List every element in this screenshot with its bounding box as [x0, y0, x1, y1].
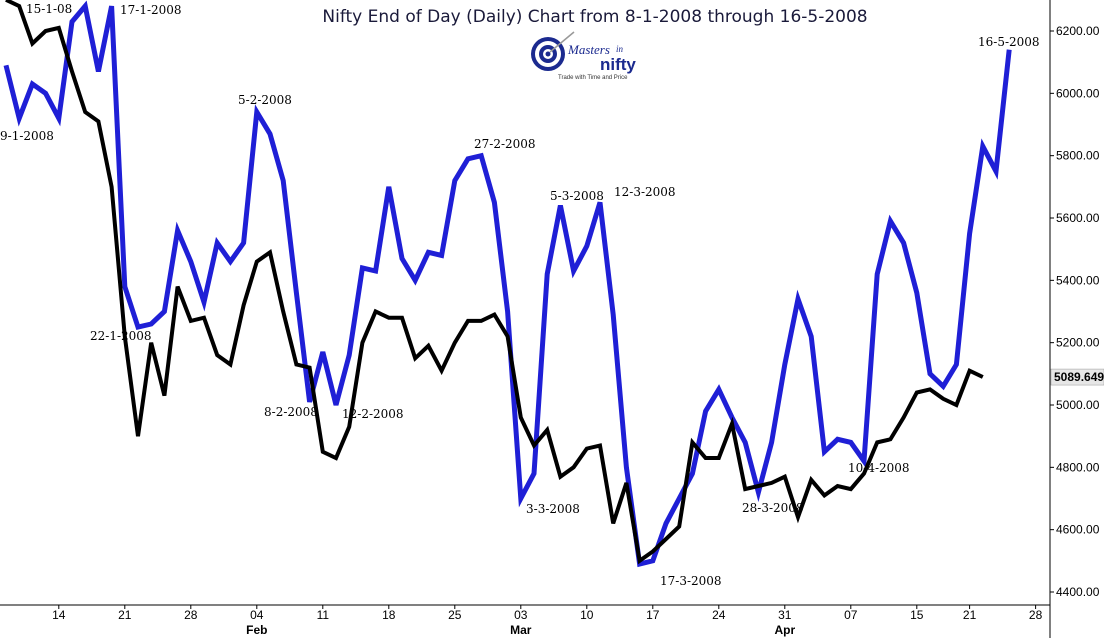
series-line-blue [3, 0, 1012, 568]
y-tick-label: 5200.00 [1056, 336, 1100, 350]
annotation-label: 10-4-2008 [848, 461, 910, 475]
x-tick-label: 28 [1029, 608, 1043, 622]
logo-target-bullseye [545, 51, 551, 57]
x-tick-label: 18 [382, 608, 396, 622]
last-value-box [1050, 368, 1104, 386]
x-tick-label: 21 [963, 608, 977, 622]
x-month-label: Apr [774, 623, 795, 637]
logo: Masters in nifty Trade with Time and Pri… [531, 31, 636, 81]
annotation-label: 27-2-2008 [474, 137, 536, 151]
annotation-label: 3-3-2008 [526, 502, 580, 516]
x-month-label: Mar [510, 623, 532, 637]
y-tick-label: 6200.00 [1056, 24, 1100, 38]
x-tick-label: 21 [118, 608, 132, 622]
x-tick-label: 03 [514, 608, 528, 622]
annotation-label: 12-3-2008 [614, 185, 676, 199]
x-tick-label: 04 [250, 608, 264, 622]
annotation-label: 15-1-08 [26, 2, 72, 16]
y-tick-label: 5800.00 [1056, 149, 1100, 163]
x-tick-label: 31 [778, 608, 792, 622]
last-value-label: 5089.6499 [1054, 370, 1104, 384]
series-lines [3, 0, 1012, 568]
x-tick-label: 17 [646, 608, 660, 622]
annotation-label: 8-2-2008 [264, 405, 318, 419]
annotation-label: 17-1-2008 [120, 3, 182, 17]
x-tick-label: 10 [580, 608, 594, 622]
y-tick-label: 5600.00 [1056, 211, 1100, 225]
x-tick-label: 14 [52, 608, 66, 622]
annotation-label: 22-1-2008 [90, 329, 152, 343]
annotation-label: 16-5-2008 [978, 35, 1040, 49]
chart-title: Nifty End of Day (Daily) Chart from 8-1-… [322, 7, 867, 27]
x-month-label: Feb [246, 623, 267, 637]
logo-text-nifty: nifty [600, 55, 636, 74]
annotation-label: 12-2-2008 [342, 407, 404, 421]
y-tick-label: 5000.00 [1056, 398, 1100, 412]
logo-text-in: in [616, 44, 624, 54]
x-tick-label: 25 [448, 608, 462, 622]
x-tick-label: 15 [910, 608, 924, 622]
series-line-black [5, 0, 984, 565]
y-tick-label: 4800.00 [1056, 460, 1100, 474]
logo-text-masters: Masters [567, 42, 610, 57]
x-tick-label: 11 [317, 608, 330, 622]
x-tick-label: 28 [184, 608, 198, 622]
logo-tagline: Trade with Time and Price [558, 75, 628, 81]
annotation-label: 5-3-2008 [550, 189, 604, 203]
chart-title-group: Nifty End of Day (Daily) Chart from 8-1-… [322, 7, 867, 27]
y-tick-label: 4400.00 [1056, 585, 1100, 599]
annotations: 15-1-08 17-1-2008 9-1-2008 22-1-2008 5-2-200… [0, 2, 1040, 588]
x-tick-label: 07 [844, 608, 858, 622]
y-tick-label: 6000.00 [1056, 86, 1100, 100]
y-tick-label: 5400.00 [1056, 273, 1100, 287]
annotation-label: 17-3-2008 [660, 574, 722, 588]
annotation-label: 5-2-2008 [238, 93, 292, 107]
x-tick-label: 24 [712, 608, 726, 622]
annotation-label: 28-3-2008 [742, 501, 804, 515]
y-tick-label: 4600.00 [1056, 523, 1100, 537]
logo-arrow-icon [549, 31, 575, 53]
annotation-label: 9-1-2008 [0, 129, 54, 143]
